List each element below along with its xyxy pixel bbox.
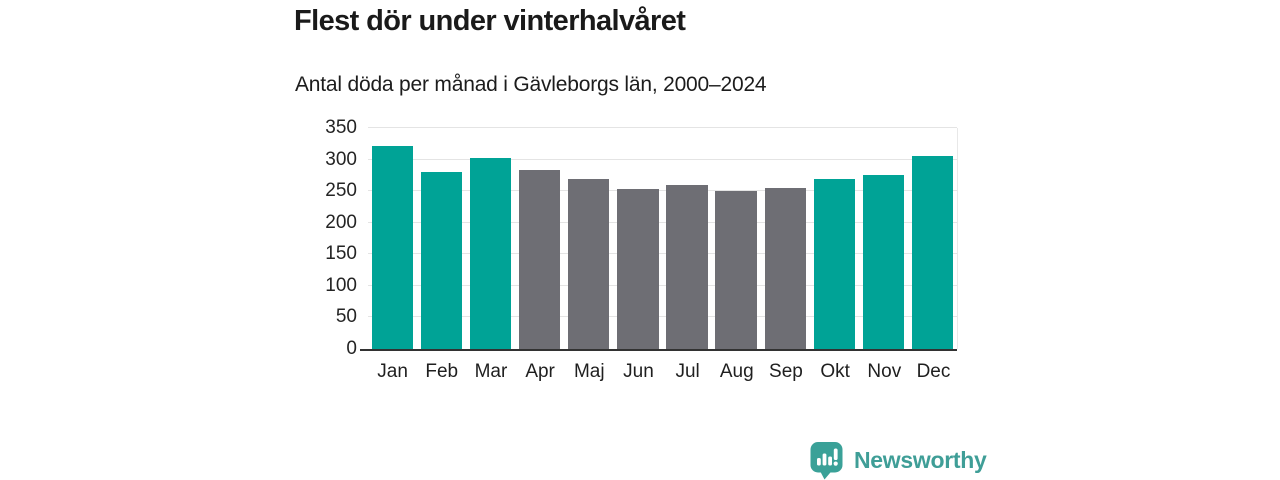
bar-sep [764,188,806,349]
y-axis-label-150: 150 [325,243,357,265]
x-axis-label-nov: Nov [867,361,902,382]
y-axis: 0 50 100 150 200 250 300 350 [325,117,958,359]
bar-mar [470,158,512,349]
bar-slot-nov [859,128,908,349]
newsworthy-logo: Newsworthy [808,440,987,480]
bar-slot-dec [908,128,957,349]
y-axis-label-50: 50 [335,306,357,328]
bar-slot-jul [662,128,711,349]
x-axis-label-jun: Jun [623,361,654,382]
x-axis-label-jan: Jan [377,361,408,382]
x-axis-label-maj: Maj [573,361,605,382]
bar-nov [862,174,904,349]
chart-title: Flest dör under vinterhalvåret [294,5,686,37]
bar-apr [519,170,561,349]
bar-slot-aug [712,128,761,349]
bar-aug [715,190,757,349]
bar-slot-maj [564,128,613,349]
gridline-250 [368,190,957,192]
bar-feb [421,172,463,349]
y-axis-label-200: 200 [325,211,357,233]
bar-slot-feb [417,128,466,349]
x-axis-label-mar: Mar [474,361,508,382]
gridline-300 [368,158,957,160]
gridline-350 [368,127,957,128]
x-axis-label-apr: Apr [525,361,555,382]
gridline-150 [368,253,957,255]
y-axis-label-250: 250 [325,180,357,202]
bars [368,128,957,349]
gridline-200 [368,221,957,223]
y-axis-label-0: 0 [346,338,357,359]
bar-okt [813,179,855,349]
chart-subtitle: Antal döda per månad i Gävleborgs län, 2… [295,73,767,96]
bar-jun [617,189,659,349]
bar-maj [568,178,610,349]
bar-jul [666,184,708,349]
x-axis-line [360,349,957,351]
bar-slot-okt [810,128,859,349]
x-axis-label-sep: Sep [769,361,803,382]
x-axis-label-dec: Dec [916,361,951,382]
bar-slot-jun [613,128,662,349]
x-axis-label-okt: Okt [820,361,850,382]
y-axis-label-100: 100 [325,274,357,296]
chart: 0 50 100 150 200 250 300 350 Jan Feb Mar Apr Maj Jun… [325,117,958,382]
bar-dec [911,156,953,349]
x-axis-label-jul: Jul [675,361,700,382]
x-axis-label-aug: Aug [719,361,754,382]
gridline-100 [368,284,957,286]
x-axis: Jan Feb Mar Apr Maj Jun Jul Aug Sep Okt Nov Dec [368,361,958,383]
bar-jan [371,145,414,349]
newsworthy-bar-chart-bubble-icon [810,442,843,480]
gridline-50 [368,316,957,318]
bar-slot-apr [515,128,564,349]
bar-slot-jan [368,128,417,349]
y-axis-label-350: 350 [325,117,357,138]
plot-area [360,127,958,351]
y-axis-label-300: 300 [325,148,357,170]
bar-slot-sep [761,128,810,349]
newsworthy-wordmark: Newsworthy [854,446,987,473]
x-axis-label-feb: Feb [425,361,459,382]
bar-slot-mar [466,128,515,349]
